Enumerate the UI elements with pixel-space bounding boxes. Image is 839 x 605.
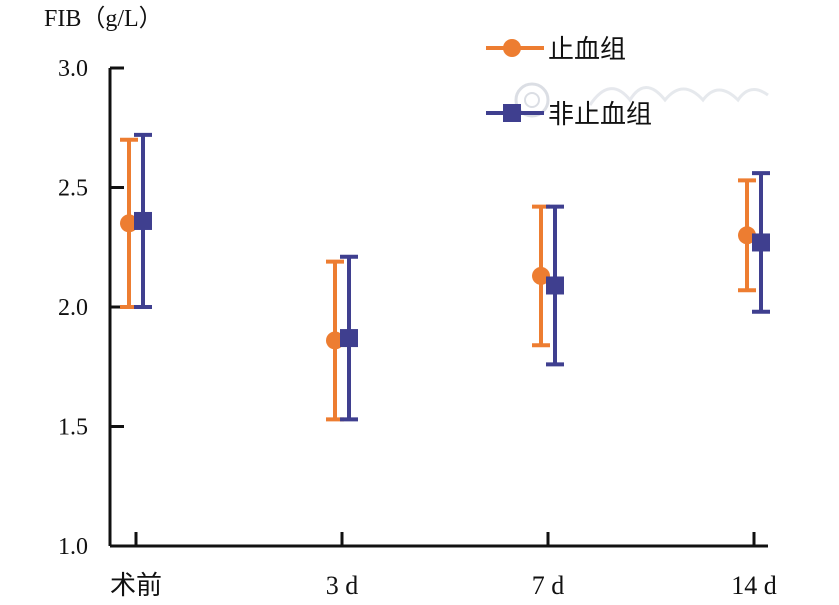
data-point [532,266,550,285]
data-point [120,214,138,233]
legend-label-non-hemostasis: 非止血组 [548,100,652,130]
legend-marker-non-hemostasis [503,104,521,122]
x-tick-label: 7 d [532,571,565,600]
x-tick-label: 3 d [326,571,359,600]
y-tick-label: 1.5 [58,415,88,441]
y-axis-label: FIB（g/L） [44,6,163,32]
y-tick-label: 3.0 [58,56,88,82]
series-non-hemostasis [134,132,770,422]
data-point [752,233,770,252]
series-hemostasis [120,137,756,422]
y-tick-label: 2.5 [58,176,88,202]
x-tick-label: 术前 [110,571,162,601]
x-tick-label: 14 d [731,571,777,600]
data-point [738,226,756,245]
watermark [514,82,769,118]
data-point [326,331,344,350]
y-tick-label: 1.0 [58,534,88,560]
data-point [546,276,564,295]
legend-marker-hemostasis [503,39,521,57]
y-tick-label: 2.0 [58,295,88,321]
data-point [134,211,152,230]
data-point [340,329,358,348]
legend: 止血组 非止血组 [486,35,652,130]
legend-label-hemostasis: 止血组 [548,35,626,65]
